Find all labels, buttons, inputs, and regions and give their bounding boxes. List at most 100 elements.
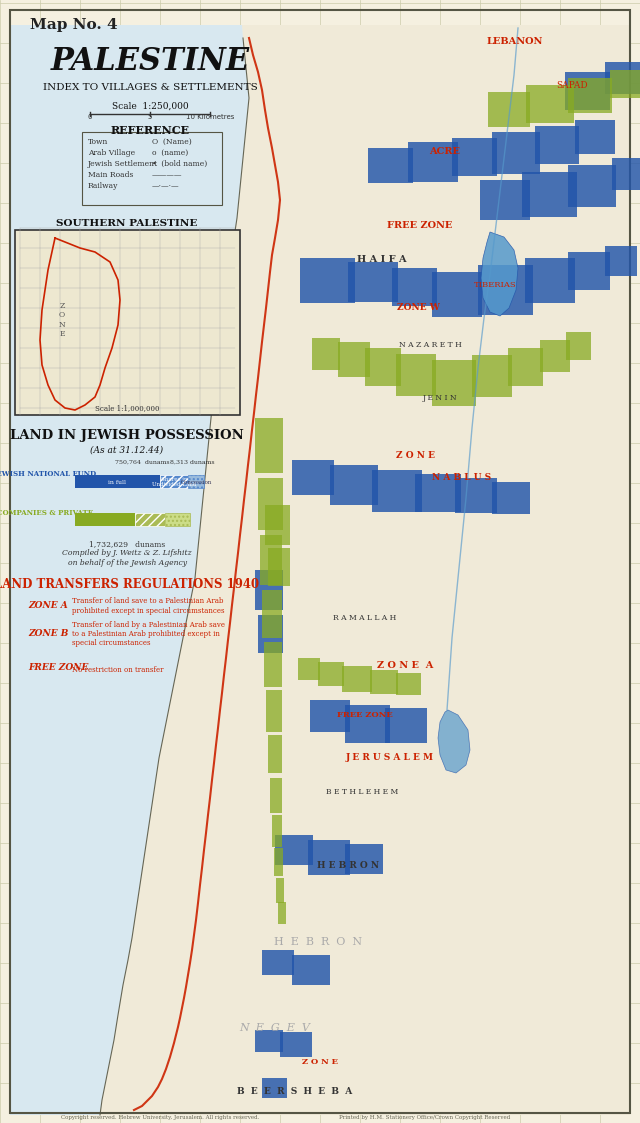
Bar <box>188 475 204 489</box>
Text: in full: in full <box>108 480 126 484</box>
Text: LEBANON: LEBANON <box>487 37 543 46</box>
Bar <box>345 844 383 874</box>
Bar <box>480 180 530 220</box>
Bar <box>565 72 610 110</box>
Text: Main Roads: Main Roads <box>88 171 133 179</box>
Bar <box>292 460 334 495</box>
Text: o  (name): o (name) <box>152 149 188 157</box>
Polygon shape <box>438 710 470 773</box>
Bar <box>160 475 188 489</box>
Text: PALESTINE: PALESTINE <box>51 46 250 77</box>
Text: R A M A L L A H: R A M A L L A H <box>333 614 397 622</box>
Bar <box>312 338 340 369</box>
Text: ZONE W: ZONE W <box>397 303 440 312</box>
Bar <box>372 471 422 512</box>
Bar <box>274 848 283 876</box>
Bar <box>605 62 640 94</box>
Text: FREE ZONE: FREE ZONE <box>337 711 393 719</box>
Text: J E R U S A L E M: J E R U S A L E M <box>346 754 434 763</box>
Bar <box>522 172 577 217</box>
Text: ————: ———— <box>152 171 182 179</box>
Bar <box>15 230 240 416</box>
Text: SAPAD: SAPAD <box>556 81 588 90</box>
Polygon shape <box>100 25 630 1115</box>
Text: Z
O
N
E: Z O N E <box>59 302 65 338</box>
Bar <box>278 902 286 924</box>
Bar <box>492 133 540 174</box>
Polygon shape <box>481 232 518 316</box>
Bar <box>535 126 579 164</box>
Text: COMPANIES & PRIVATE: COMPANIES & PRIVATE <box>0 509 93 517</box>
Bar <box>432 272 482 317</box>
Bar <box>455 478 497 513</box>
Text: 1,732,629   dunams: 1,732,629 dunams <box>89 540 165 548</box>
Text: Transfer of land by a Palestinian Arab save
to a Palestinian Arab prohibited exc: Transfer of land by a Palestinian Arab s… <box>72 621 225 647</box>
Bar <box>385 707 427 743</box>
Bar <box>292 955 330 985</box>
Bar <box>575 120 615 154</box>
Bar <box>566 332 591 360</box>
Text: 8,313 dunams: 8,313 dunams <box>170 459 214 465</box>
Bar <box>272 815 282 847</box>
Text: Town: Town <box>88 138 108 146</box>
Bar <box>262 1078 287 1098</box>
Bar <box>318 661 344 686</box>
Text: Compiled by J. Weitz & Z. Lifshitz
on behalf of the Jewish Agency: Compiled by J. Weitz & Z. Lifshitz on be… <box>62 549 192 567</box>
Text: REFERENCE: REFERENCE <box>111 125 189 136</box>
Text: TIBERIAS: TIBERIAS <box>474 281 516 289</box>
Text: Z O N E: Z O N E <box>396 450 435 459</box>
Bar <box>308 840 350 875</box>
Bar <box>262 950 294 975</box>
Bar <box>270 778 282 813</box>
Bar <box>82 133 222 206</box>
Bar <box>298 658 320 681</box>
Text: Scale  1:250,000: Scale 1:250,000 <box>112 101 188 110</box>
Bar <box>492 482 530 514</box>
Text: J E N I N: J E N I N <box>422 394 458 402</box>
Text: N  E  G  E  V: N E G E V <box>239 1023 310 1033</box>
Bar <box>526 85 574 124</box>
Bar <box>348 262 398 302</box>
Bar <box>452 138 497 176</box>
Text: Arab Village: Arab Village <box>88 149 135 157</box>
Bar <box>255 570 283 610</box>
Bar <box>370 670 398 694</box>
Text: O  (Name): O (Name) <box>152 138 192 146</box>
Bar <box>255 1030 283 1052</box>
Bar <box>266 690 282 732</box>
Bar <box>75 513 135 526</box>
Text: LAND TRANSFERS REGULATIONS 1940: LAND TRANSFERS REGULATIONS 1940 <box>0 577 260 591</box>
Text: Printed by H.M. Stationery Office/Crown Copyright Reserved: Printed by H.M. Stationery Office/Crown … <box>339 1115 510 1121</box>
Bar <box>612 158 640 190</box>
Text: LAND IN JEWISH POSSESSION: LAND IN JEWISH POSSESSION <box>10 429 244 441</box>
Text: N A Z A R E T H: N A Z A R E T H <box>399 341 461 349</box>
Bar <box>75 475 160 489</box>
Text: ZONE B: ZONE B <box>28 630 68 639</box>
Text: SOUTHERN PALESTINE: SOUTHERN PALESTINE <box>56 219 198 228</box>
Text: 10 Kilometres: 10 Kilometres <box>186 115 234 120</box>
Bar <box>345 705 390 743</box>
Text: ZONE A: ZONE A <box>28 602 68 611</box>
Text: ACRE: ACRE <box>429 147 461 156</box>
Bar <box>568 252 610 290</box>
Bar <box>365 348 401 386</box>
Bar <box>610 70 640 98</box>
Bar <box>330 465 378 505</box>
Text: H  E  B  R  O  N: H E B R O N <box>274 937 362 947</box>
Text: JEWISH NATIONAL FUND: JEWISH NATIONAL FUND <box>0 471 97 478</box>
Bar <box>300 258 355 303</box>
Bar <box>268 548 290 586</box>
Bar <box>540 340 570 372</box>
Bar <box>415 474 461 512</box>
Text: FREE ZONE: FREE ZONE <box>28 664 88 673</box>
Text: Map No. 4: Map No. 4 <box>30 18 118 31</box>
Text: 5: 5 <box>148 115 152 120</box>
Text: 0: 0 <box>88 115 92 120</box>
Bar <box>472 355 512 398</box>
Bar <box>525 258 575 303</box>
Bar <box>264 642 282 687</box>
Bar <box>165 513 190 526</box>
Text: Copyright reserved. Hebrew University, Jerusalem. All rights reserved.: Copyright reserved. Hebrew University, J… <box>61 1115 259 1121</box>
Bar <box>276 878 284 903</box>
Polygon shape <box>10 25 249 1115</box>
